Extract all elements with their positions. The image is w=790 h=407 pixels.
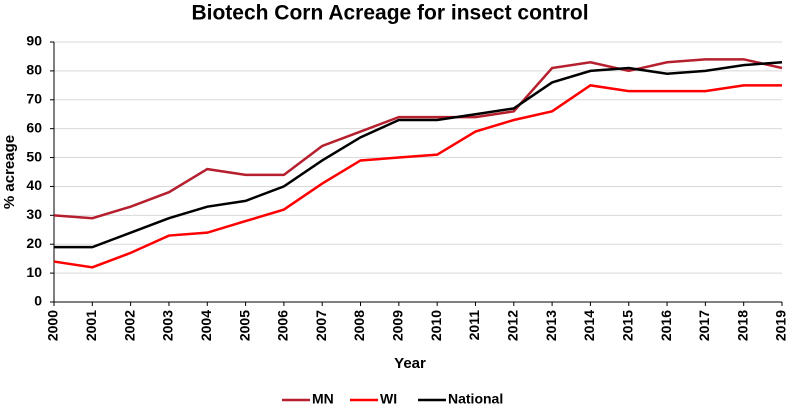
y-tick-label: 10: [26, 264, 42, 280]
y-tick-label: 40: [26, 177, 42, 193]
x-tick-label: 2003: [160, 310, 176, 341]
x-tick-label: 2000: [45, 310, 61, 341]
x-tick-label: 2002: [121, 310, 137, 341]
y-tick-label: 80: [26, 62, 42, 78]
legend-label: WI: [380, 391, 397, 407]
line-series: [53, 84, 782, 269]
x-tick-label: 2007: [313, 310, 329, 341]
x-tick-label: 2005: [236, 310, 252, 341]
y-tick-label: 0: [34, 293, 42, 309]
y-tick-label: 60: [26, 119, 42, 135]
x-tick-label: 2004: [198, 310, 214, 341]
x-tick-label: 2001: [83, 310, 99, 341]
chart-title: Biotech Corn Acreage for insect control: [191, 2, 588, 25]
x-tick-label: 2012: [504, 310, 520, 341]
x-tick-label: 2016: [658, 310, 674, 341]
x-tick-label: 2010: [428, 310, 444, 341]
x-tick-label: 2009: [390, 310, 406, 341]
x-tick-label: 2006: [275, 310, 291, 341]
y-tick-label: 30: [26, 206, 42, 222]
line-series: [53, 58, 783, 220]
x-tick-label: 2008: [351, 310, 367, 341]
x-tick-label: 2019: [773, 310, 789, 341]
x-axis-label: Year: [394, 355, 426, 372]
x-tick-label: 2011: [466, 310, 482, 341]
y-tick-label: 20: [26, 235, 42, 251]
x-tick-label: 2014: [581, 310, 597, 341]
y-tick-label: 90: [26, 33, 42, 49]
x-tick-label: 2018: [734, 310, 750, 341]
y-tick-label: 70: [26, 90, 42, 106]
legend-label: National: [448, 391, 503, 407]
y-axis-label: % acreage: [1, 135, 18, 209]
line-series: [54, 60, 783, 249]
x-tick-label: 2015: [619, 310, 635, 341]
x-tick-label: 2017: [696, 310, 712, 341]
x-tick-label: 2013: [543, 310, 559, 341]
legend-label: MN: [312, 391, 334, 407]
y-tick-label: 50: [26, 148, 42, 164]
